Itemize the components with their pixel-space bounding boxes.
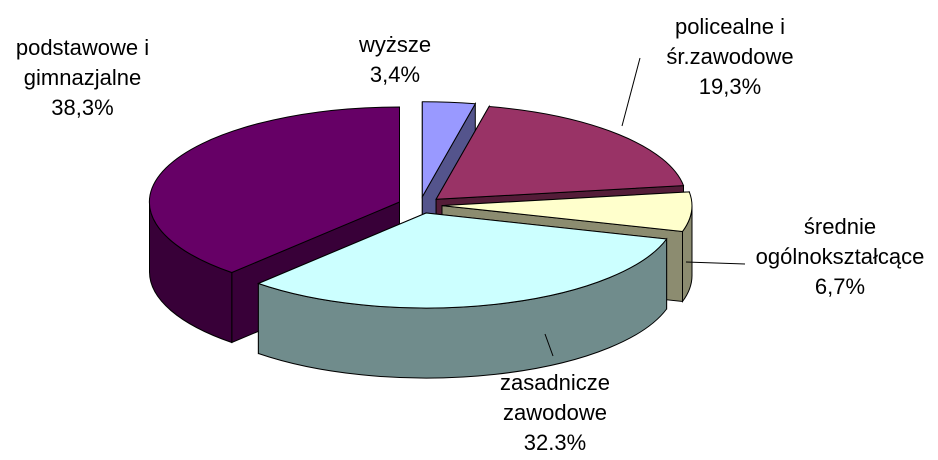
value-label: 38,3% xyxy=(51,95,114,120)
leader-line xyxy=(544,333,554,357)
slice-label: policealne i śr.zawodowe 19,3% xyxy=(640,12,820,102)
category-label: wyższe xyxy=(358,32,432,57)
value-label: 19,3% xyxy=(698,74,762,99)
slice-top xyxy=(435,105,685,200)
slice-top xyxy=(256,212,668,309)
value-label: 6,7% xyxy=(814,274,866,299)
slice-label: zasadnicze zawodowe 32.3% xyxy=(485,368,625,458)
value-label: 32.3% xyxy=(523,430,587,455)
slice-label: wyższe 3,4% xyxy=(330,30,460,90)
leader-line xyxy=(621,57,641,127)
slice-label: średnie ogólnokształcące 6,7% xyxy=(740,212,938,302)
category-label: zasadnicze zawodowe xyxy=(499,370,611,425)
value-label: 3,4% xyxy=(369,62,421,87)
category-label: średnie ogólnokształcące xyxy=(755,214,925,269)
leader-line xyxy=(685,261,746,265)
slice-top xyxy=(421,101,477,199)
slice-label: podstawowe i gimnazjalne 38,3% xyxy=(0,33,165,123)
category-label: podstawowe i gimnazjalne xyxy=(15,35,150,90)
slice-top xyxy=(441,191,693,233)
category-label: policealne i śr.zawodowe xyxy=(666,14,794,69)
slice-top xyxy=(148,106,400,274)
